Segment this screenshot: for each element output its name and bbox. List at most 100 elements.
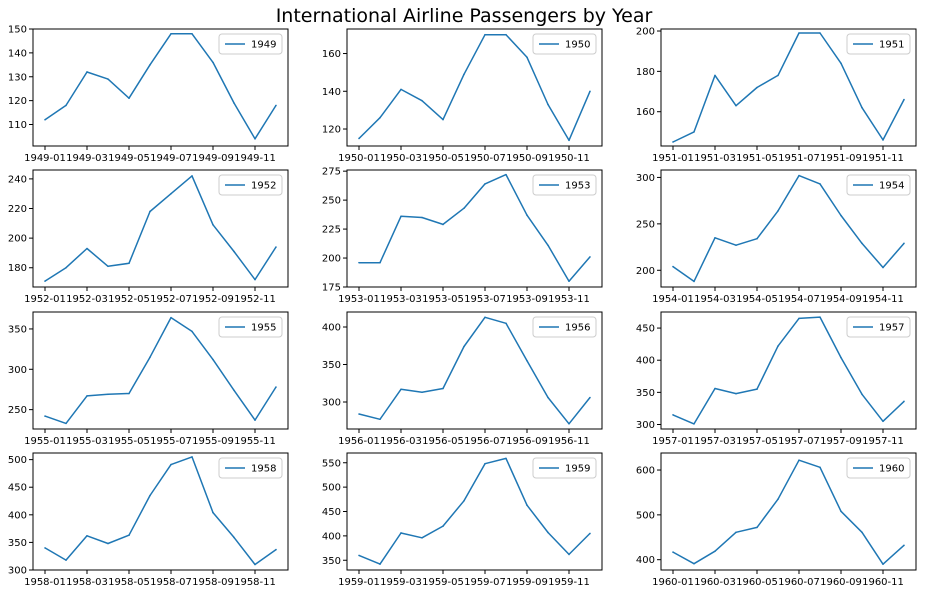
y-tick-label: 200 — [636, 27, 655, 38]
data-point — [149, 64, 151, 66]
data-point — [798, 317, 800, 320]
data-point — [526, 214, 528, 216]
y-tick-label: 180 — [636, 67, 655, 78]
data-point — [379, 261, 381, 264]
series-line-1951 — [672, 32, 905, 143]
data-point — [233, 102, 235, 104]
axes-frame — [346, 28, 603, 147]
legend-box — [846, 316, 911, 338]
legend-label: 1954 — [879, 181, 904, 192]
x-tick-label: 1959-01 — [338, 577, 380, 588]
data-point — [693, 562, 695, 565]
y-tick-label: 400 — [322, 323, 341, 334]
x-tick-label: 1955-09 — [192, 436, 234, 447]
data-point — [547, 103, 549, 106]
data-point — [44, 415, 46, 417]
data-point — [672, 141, 674, 143]
data-point — [672, 414, 674, 416]
data-point — [275, 386, 277, 388]
data-point — [128, 97, 130, 100]
x-tick-label: 1955-03 — [66, 436, 108, 447]
data-point — [191, 456, 193, 458]
data-point — [882, 139, 884, 141]
data-point — [275, 548, 277, 551]
x-tick-label: 1955-11 — [234, 436, 276, 447]
data-point — [903, 98, 905, 101]
legend-box — [532, 33, 597, 55]
x-tick-label: 1953-07 — [464, 294, 506, 305]
data-point — [212, 358, 214, 361]
x-tick-label: 1953-01 — [338, 294, 380, 305]
data-point — [254, 138, 256, 140]
data-point — [547, 396, 549, 399]
y-tick-label: 400 — [8, 510, 27, 521]
series-line-1960 — [672, 459, 905, 565]
legend-label: 1951 — [879, 40, 904, 51]
data-point — [275, 246, 277, 248]
x-tick-label: 1950-05 — [422, 153, 464, 164]
y-tick-label: 240 — [8, 174, 27, 185]
axes-frame — [32, 169, 289, 288]
data-point — [840, 510, 842, 513]
y-tick-label: 400 — [636, 356, 655, 367]
data-point — [505, 173, 507, 176]
data-point — [421, 99, 423, 102]
x-tick-label: 1951-05 — [736, 153, 778, 164]
data-point — [170, 192, 172, 195]
data-point — [840, 214, 842, 217]
data-point — [44, 547, 46, 549]
x-tick-label: 1952-05 — [108, 294, 150, 305]
data-point — [903, 242, 905, 245]
data-point — [358, 554, 360, 557]
x-tick-label: 1956-07 — [464, 436, 506, 447]
data-point — [861, 242, 863, 245]
data-point — [819, 316, 821, 318]
data-point — [463, 73, 465, 76]
data-point — [756, 237, 758, 240]
y-tick-label: 130 — [8, 72, 27, 83]
axes-frame — [660, 28, 917, 147]
y-tick-label: 450 — [636, 324, 655, 335]
y-tick-label: 225 — [322, 225, 341, 236]
data-point — [128, 392, 130, 395]
x-tick-label: 1958-07 — [150, 577, 192, 588]
data-point — [861, 393, 863, 396]
x-tick-label: 1957-07 — [778, 436, 820, 447]
y-tick-label: 120 — [322, 125, 341, 136]
x-tick-label: 1950-01 — [338, 153, 380, 164]
data-point — [212, 223, 214, 226]
data-point — [735, 531, 737, 534]
x-tick-label: 1949-07 — [150, 153, 192, 164]
x-tick-label: 1956-03 — [380, 436, 422, 447]
y-tick-label: 550 — [322, 458, 341, 469]
legend-box — [846, 174, 911, 196]
data-point — [547, 244, 549, 247]
y-tick-label: 500 — [8, 455, 27, 466]
data-point — [212, 61, 214, 64]
data-point — [484, 33, 486, 36]
x-tick-label: 1958-05 — [108, 577, 150, 588]
data-point — [65, 559, 67, 561]
data-point — [107, 265, 109, 268]
x-tick-label: 1960-11 — [862, 577, 904, 588]
series-line-1953 — [359, 173, 591, 282]
x-tick-label: 1951-01 — [652, 153, 694, 164]
y-tick-label: 450 — [322, 507, 341, 518]
x-tick-label: 1954-07 — [778, 294, 820, 305]
y-tick-label: 350 — [8, 324, 27, 335]
data-point — [170, 316, 172, 319]
data-point — [840, 356, 842, 359]
legend-label: 1956 — [565, 323, 590, 334]
data-point — [526, 504, 528, 506]
y-tick-label: 300 — [322, 398, 341, 409]
data-point — [128, 262, 130, 265]
data-point — [756, 86, 758, 89]
data-point — [463, 345, 465, 348]
axes-frame — [32, 311, 289, 430]
data-point — [442, 387, 444, 390]
x-tick-label: 1958-03 — [66, 577, 108, 588]
data-point — [379, 116, 381, 119]
